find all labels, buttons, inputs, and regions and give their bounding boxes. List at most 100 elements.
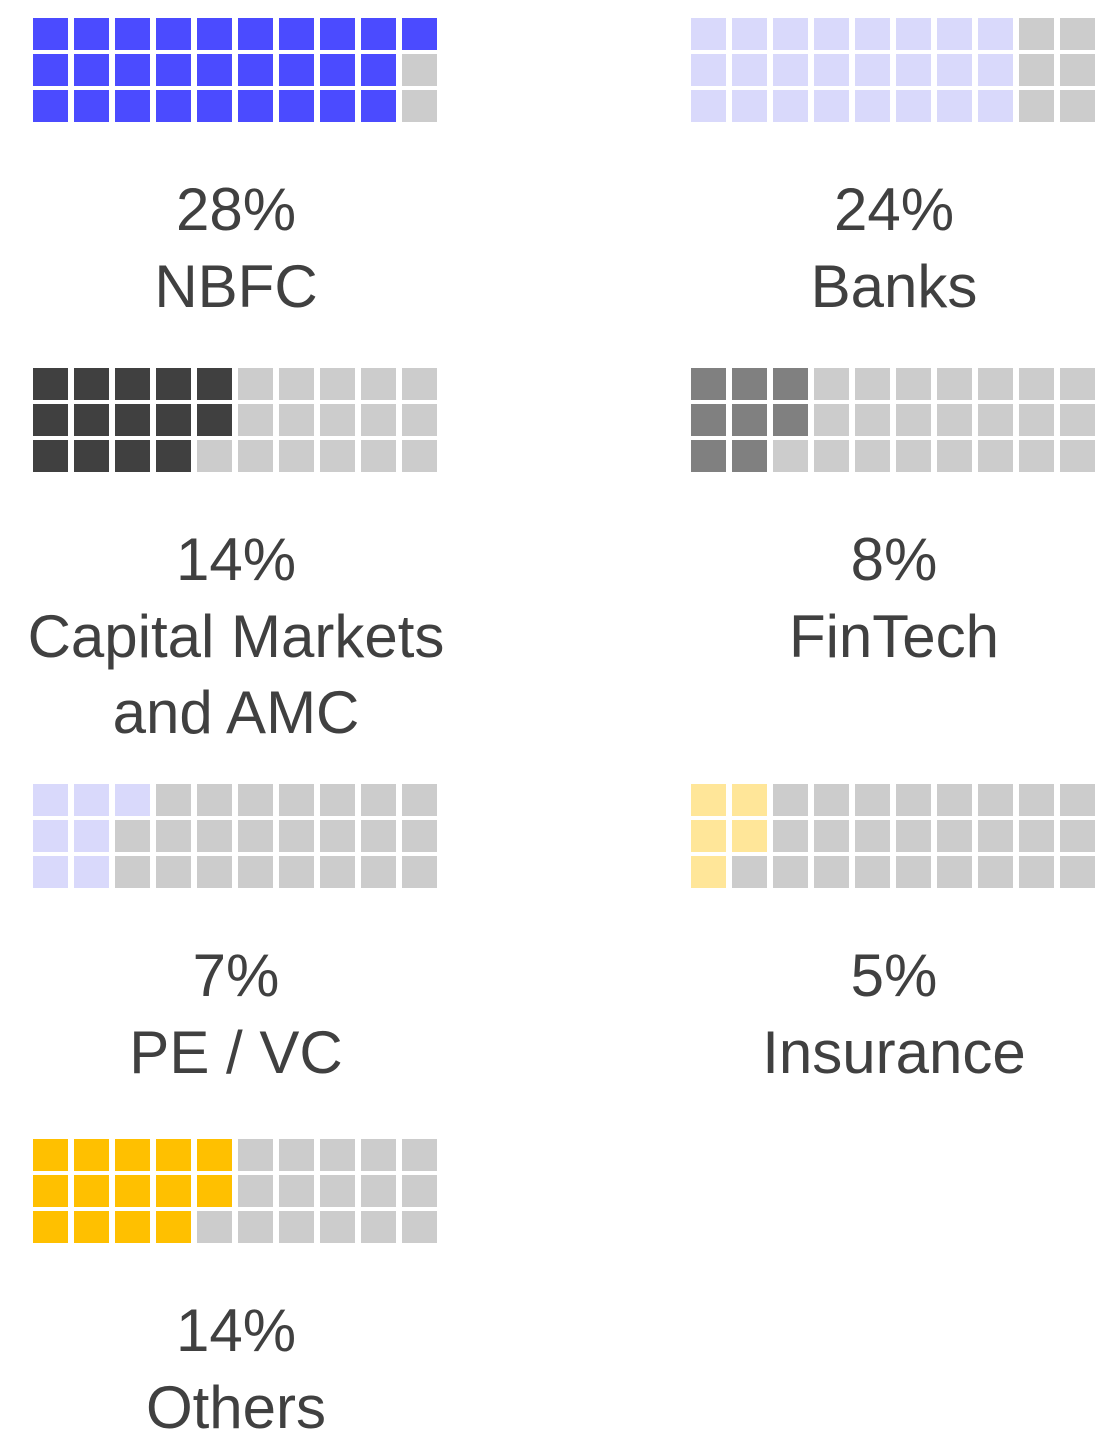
waffle-cell-empty [773, 440, 808, 472]
waffle-cell-filled [691, 18, 726, 50]
category-label: FinTech [788, 603, 1000, 670]
percent-label: 14% [175, 1297, 297, 1364]
waffle-cell-empty [361, 1139, 396, 1171]
waffle-cell-filled [855, 90, 890, 122]
waffle-cell-empty [1060, 440, 1095, 472]
waffle-cell-empty [937, 404, 972, 436]
waffle-cell-filled [361, 54, 396, 86]
waffle-cell-filled [74, 856, 109, 888]
waffle-cell-empty [1019, 440, 1054, 472]
waffle-cell-filled [33, 18, 68, 50]
waffle-cell-filled [33, 1139, 68, 1171]
waffle-cell-filled [361, 90, 396, 122]
waffle-cell-empty [279, 368, 314, 400]
waffle-cell-empty [402, 820, 437, 852]
waffle-cell-empty [814, 784, 849, 816]
waffle-cell-filled [33, 1211, 68, 1243]
waffle-cell-filled [74, 440, 109, 472]
waffle-cell-empty [1060, 54, 1095, 86]
waffle-cell-empty [402, 1175, 437, 1207]
waffle-cell-filled [115, 90, 150, 122]
percent-label: 8% [850, 526, 938, 593]
waffle-cell-filled [937, 90, 972, 122]
waffle-cell-filled [115, 1139, 150, 1171]
waffle-cell-filled [896, 90, 931, 122]
waffle-cell-filled [74, 18, 109, 50]
waffle-cell-empty [855, 404, 890, 436]
waffle-cell-filled [33, 54, 68, 86]
waffle-cell-filled [773, 404, 808, 436]
waffle-cell-empty [978, 820, 1013, 852]
category-label: Insurance [762, 1019, 1026, 1086]
waffle-cell-filled [115, 1211, 150, 1243]
waffle-cell-empty [115, 856, 150, 888]
waffle-cell-filled [33, 368, 68, 400]
waffle-cell-empty [238, 784, 273, 816]
waffle-cell-empty [814, 856, 849, 888]
waffle-cell-filled [156, 1139, 191, 1171]
waffle-cell-filled [33, 784, 68, 816]
waffle-cell-empty [238, 440, 273, 472]
waffle-cell-empty [361, 856, 396, 888]
waffle-cell-filled [74, 784, 109, 816]
waffle-cell-empty [402, 440, 437, 472]
waffle-cell-filled [156, 440, 191, 472]
waffle-cell-filled [197, 90, 232, 122]
waffle-cell-empty [320, 440, 355, 472]
waffle-cell-empty [855, 368, 890, 400]
category-label: Banks [810, 253, 978, 320]
waffle-cell-empty [937, 368, 972, 400]
waffle-cell-empty [978, 856, 1013, 888]
percent-label: 28% [175, 176, 297, 243]
waffle-cell-empty [402, 1211, 437, 1243]
waffle-cell-empty [978, 404, 1013, 436]
waffle-cell-empty [896, 820, 931, 852]
waffle-cell-empty [156, 820, 191, 852]
waffle-cell-filled [937, 54, 972, 86]
waffle-cell-empty [402, 368, 437, 400]
waffle-cell-filled [33, 820, 68, 852]
waffle-cell-empty [402, 784, 437, 816]
waffle-cell-empty [238, 856, 273, 888]
waffle-cell-filled [896, 54, 931, 86]
percent-label: 5% [850, 942, 938, 1009]
percent-label: 24% [833, 176, 955, 243]
waffle-cell-empty [1019, 368, 1054, 400]
waffle-cell-filled [937, 18, 972, 50]
waffle-cell-filled [732, 90, 767, 122]
waffle-cell-filled [279, 90, 314, 122]
waffle-cell-filled [156, 90, 191, 122]
waffle-cell-empty [1060, 90, 1095, 122]
waffle-cell-empty [773, 820, 808, 852]
waffle-cell-filled [156, 368, 191, 400]
waffle-cell-filled [855, 18, 890, 50]
waffle-cell-filled [115, 18, 150, 50]
waffle-cell-empty [156, 784, 191, 816]
waffle-cell-filled [773, 54, 808, 86]
waffle-cell-empty [115, 820, 150, 852]
waffle-cell-empty [238, 1175, 273, 1207]
category-label: Capital Markets and AMC [27, 603, 445, 746]
waffle-cell-filled [279, 54, 314, 86]
waffle-cell-empty [320, 368, 355, 400]
waffle-cell-filled [74, 1211, 109, 1243]
waffle-cell-empty [1019, 54, 1054, 86]
waffle-cell-empty [238, 368, 273, 400]
waffle-cell-empty [402, 1139, 437, 1171]
waffle-cell-empty [978, 368, 1013, 400]
waffle-cell-empty [896, 440, 931, 472]
waffle-cell-empty [978, 784, 1013, 816]
waffle-cell-empty [402, 404, 437, 436]
waffle-cell-filled [814, 18, 849, 50]
waffle-cell-empty [978, 440, 1013, 472]
waffle-cell-filled [691, 90, 726, 122]
waffle-cell-empty [814, 404, 849, 436]
waffle-cell-filled [115, 404, 150, 436]
waffle-cell-filled [691, 54, 726, 86]
waffle-cell-empty [279, 856, 314, 888]
waffle-cell-filled [691, 368, 726, 400]
waffle-cell-empty [361, 1175, 396, 1207]
waffle-cell-filled [33, 404, 68, 436]
waffle-cell-empty [238, 1211, 273, 1243]
waffle-cell-empty [361, 784, 396, 816]
